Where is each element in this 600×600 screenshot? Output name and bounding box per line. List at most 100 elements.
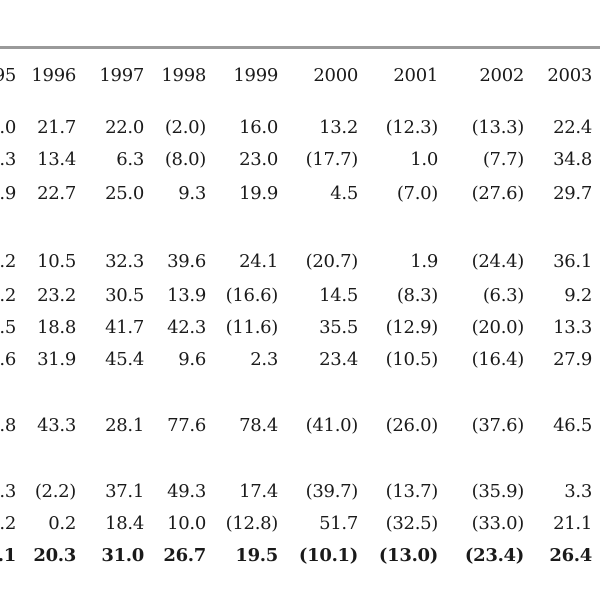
table-cell: 4.5 xyxy=(330,183,358,204)
table-cell: (26.0) xyxy=(385,415,439,436)
table-cell: 19.9 xyxy=(239,183,278,204)
table-cell: 39.6 xyxy=(167,251,206,272)
total-cell: 26.4 xyxy=(549,545,592,566)
table-cell: 1.0 xyxy=(410,149,438,170)
total-cell: (10.1) xyxy=(298,545,358,566)
table-cell: 43.3 xyxy=(37,415,76,436)
table-cell: 22.4 xyxy=(553,117,592,138)
table-cell: (27.6) xyxy=(471,183,525,204)
table-cell: 13.4 xyxy=(37,149,76,170)
table-cell: 36.1 xyxy=(553,251,592,272)
table-cell: 28.1 xyxy=(105,415,144,436)
total-cell: (23.4) xyxy=(464,545,524,566)
total-cell: 31.0 xyxy=(101,545,144,566)
table-cell: .8 xyxy=(0,415,16,436)
table-cell: (24.4) xyxy=(471,251,525,272)
column-header: 2001 xyxy=(393,65,438,86)
table-cell: 30.5 xyxy=(105,285,144,306)
table-cell: 51.7 xyxy=(319,513,358,534)
table-cell: (35.9) xyxy=(471,481,525,502)
column-header: 1999 xyxy=(233,65,278,86)
total-cell: 20.3 xyxy=(33,545,76,566)
table-cell: .3 xyxy=(0,149,16,170)
column-header: 2000 xyxy=(313,65,358,86)
table-cell: (16.4) xyxy=(471,349,525,370)
total-cell: .1 xyxy=(0,545,16,566)
table-cell: 9.2 xyxy=(564,285,592,306)
table-cell: 35.5 xyxy=(319,317,358,338)
table-cell: 42.3 xyxy=(167,317,206,338)
table-cell: .2 xyxy=(0,251,16,272)
table-cell: 23.4 xyxy=(319,349,358,370)
table-cell: 32.3 xyxy=(105,251,144,272)
table-cell: (16.6) xyxy=(225,285,279,306)
table-top-rule xyxy=(0,46,600,49)
table-cell: .2 xyxy=(0,513,16,534)
table-cell: 18.8 xyxy=(37,317,76,338)
table-cell: 77.6 xyxy=(167,415,206,436)
table-cell: .5 xyxy=(0,317,16,338)
table-cell: 37.1 xyxy=(105,481,144,502)
table-cell: 0.2 xyxy=(48,513,76,534)
table-cell: 21.1 xyxy=(553,513,592,534)
table-cell: (13.7) xyxy=(385,481,439,502)
table-cell: 41.7 xyxy=(105,317,144,338)
table-cell: 29.7 xyxy=(553,183,592,204)
table-cell: 6.3 xyxy=(116,149,144,170)
table-cell: 10.0 xyxy=(167,513,206,534)
table-cell: (12.3) xyxy=(385,117,439,138)
table-cell: (41.0) xyxy=(305,415,359,436)
table-cell: 31.9 xyxy=(37,349,76,370)
table-cell: (20.0) xyxy=(471,317,525,338)
table-cell: (10.5) xyxy=(385,349,439,370)
table-cell: .9 xyxy=(0,183,16,204)
table-cell: 22.0 xyxy=(105,117,144,138)
table-cell: 14.5 xyxy=(319,285,358,306)
table-cell: .0 xyxy=(0,117,16,138)
table-cell: 13.9 xyxy=(167,285,206,306)
column-header: 2003 xyxy=(547,65,592,86)
table-cell: .2 xyxy=(0,285,16,306)
table-cell: (39.7) xyxy=(305,481,359,502)
table-cell: (32.5) xyxy=(385,513,439,534)
column-header: 1996 xyxy=(31,65,76,86)
table-cell: (8.3) xyxy=(396,285,438,306)
column-header: 2002 xyxy=(479,65,524,86)
table-cell: 46.5 xyxy=(553,415,592,436)
column-header: 95 xyxy=(0,65,16,86)
table-cell: .6 xyxy=(0,349,16,370)
table-cell: (12.9) xyxy=(385,317,439,338)
table-cell: 22.7 xyxy=(37,183,76,204)
table-cell: (17.7) xyxy=(305,149,359,170)
table-cell: (2.2) xyxy=(34,481,76,502)
table-cell: (8.0) xyxy=(164,149,206,170)
table-cell: 2.3 xyxy=(250,349,278,370)
table-cell: 13.3 xyxy=(553,317,592,338)
table-cell: 23.2 xyxy=(37,285,76,306)
table-cell: (7.0) xyxy=(396,183,438,204)
table-cell: 34.8 xyxy=(553,149,592,170)
table-cell: 17.4 xyxy=(239,481,278,502)
table-cell: 13.2 xyxy=(319,117,358,138)
table-cell: (13.3) xyxy=(471,117,525,138)
table-cell: 10.5 xyxy=(37,251,76,272)
table-cell: 25.0 xyxy=(105,183,144,204)
table-cell: (20.7) xyxy=(305,251,359,272)
table-cell: 23.0 xyxy=(239,149,278,170)
table-cell: 9.3 xyxy=(178,183,206,204)
table-cell: 16.0 xyxy=(239,117,278,138)
table-cell: 3.3 xyxy=(564,481,592,502)
table-cell: 49.3 xyxy=(167,481,206,502)
table-cell: (37.6) xyxy=(471,415,525,436)
column-header: 1997 xyxy=(99,65,144,86)
column-header: 1998 xyxy=(161,65,206,86)
total-cell: 26.7 xyxy=(163,545,206,566)
table-cell: (33.0) xyxy=(471,513,525,534)
total-cell: 19.5 xyxy=(235,545,278,566)
table-cell: 9.6 xyxy=(178,349,206,370)
table-cell: (2.0) xyxy=(164,117,206,138)
total-cell: (13.0) xyxy=(378,545,438,566)
table-cell: (12.8) xyxy=(225,513,279,534)
table-cell: .3 xyxy=(0,481,16,502)
table-cell: 24.1 xyxy=(239,251,278,272)
